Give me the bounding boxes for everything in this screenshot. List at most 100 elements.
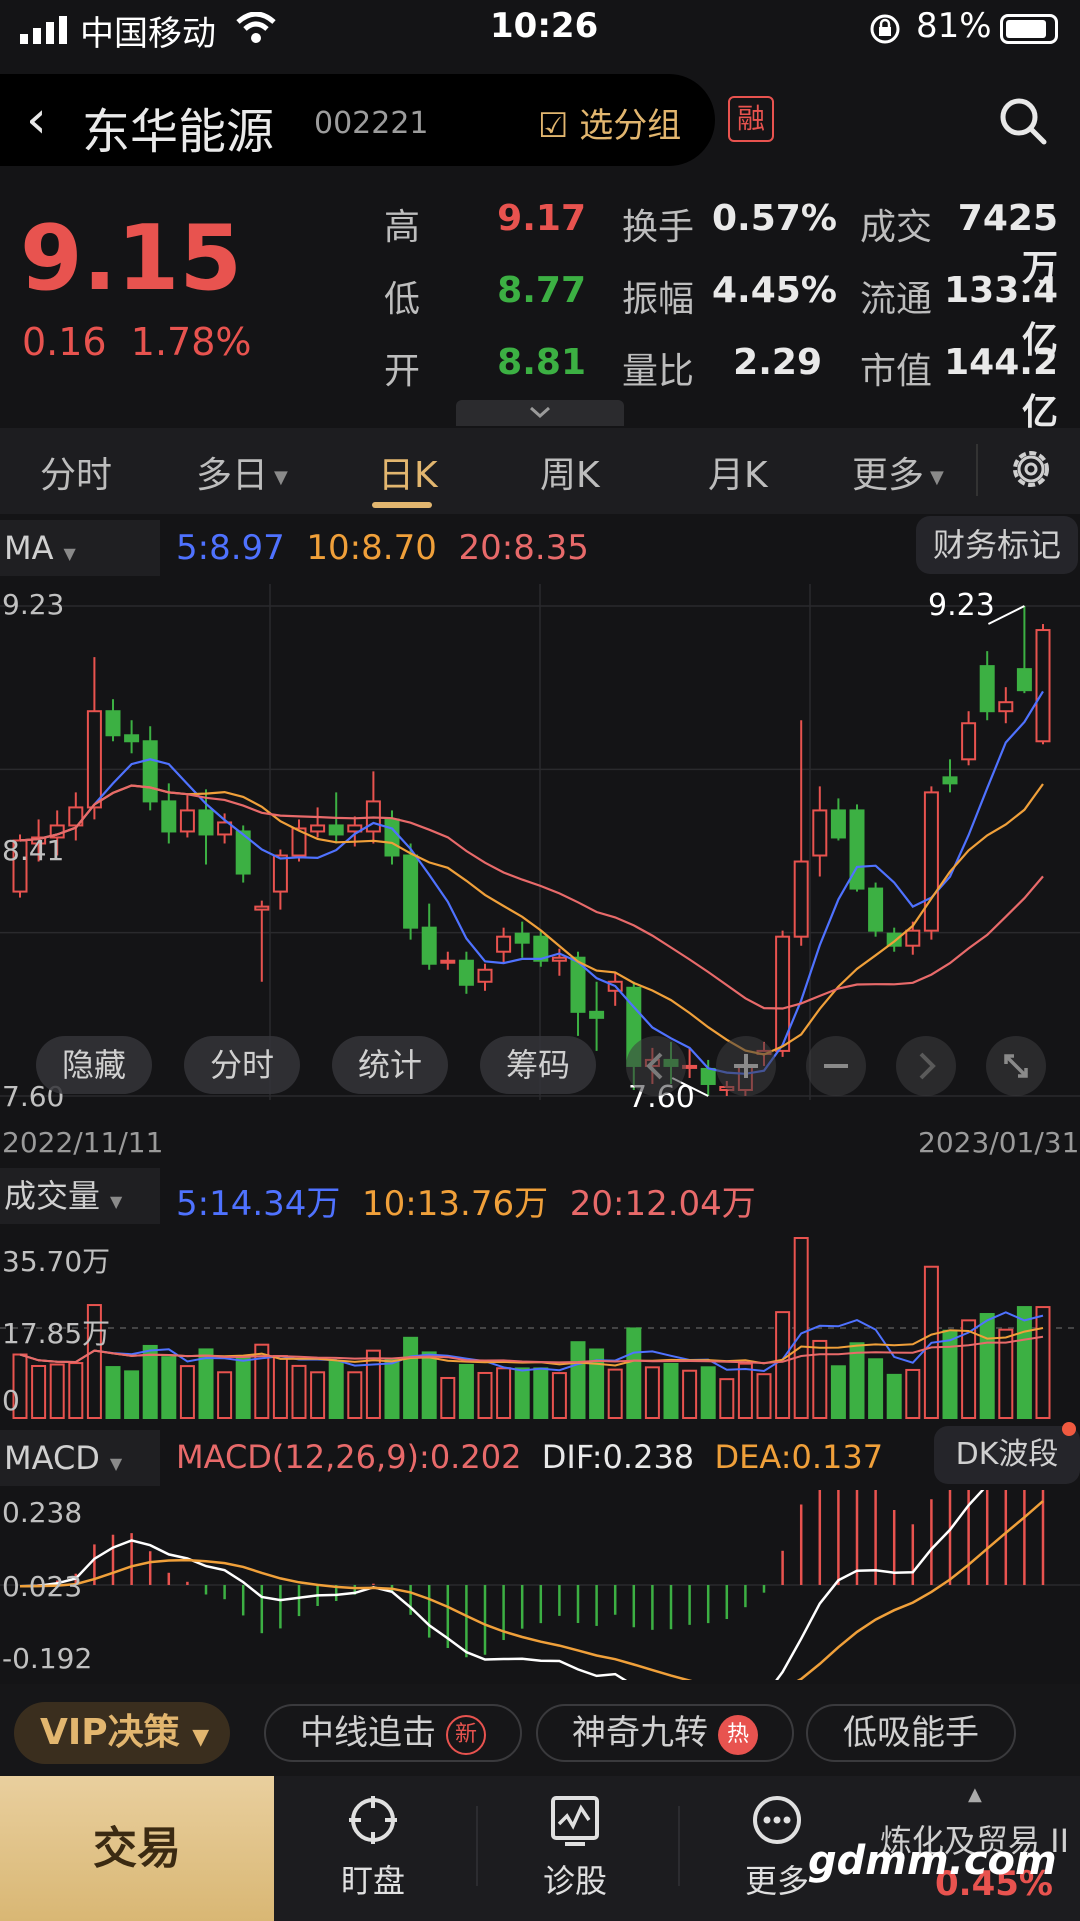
quote-value: 8.81: [497, 342, 586, 383]
trade-button[interactable]: 交易: [0, 1776, 274, 1921]
zoom-in-button[interactable]: [716, 1036, 776, 1096]
hot-badge: 热: [718, 1714, 758, 1755]
dea-line: [19, 1500, 1044, 1680]
candle: [570, 951, 586, 1036]
volume-bar: [793, 1237, 809, 1419]
candle: [961, 711, 977, 766]
candlestick-chart[interactable]: [0, 584, 1080, 1124]
vol-ma20-line: [19, 1335, 1044, 1365]
candle: [365, 771, 381, 844]
margin-trading-badge[interactable]: 融: [728, 96, 774, 142]
fullscreen-button[interactable]: [986, 1036, 1046, 1096]
quote-label: 量比: [622, 351, 695, 392]
volume-bar: [347, 1371, 363, 1419]
search-icon[interactable]: [998, 96, 1048, 146]
sector-ticker-name[interactable]: 炼化及贸易 II: [880, 1822, 1070, 1860]
candle: [979, 651, 995, 721]
sector-ticker-percent: 0.45%: [935, 1864, 1053, 1904]
volume-bar: [421, 1351, 437, 1419]
strategy-label: 神奇九转: [572, 1713, 708, 1753]
volume-axis-bottom: 0: [2, 1384, 20, 1417]
nav-more[interactable]: 更多: [702, 1776, 852, 1921]
dk-wave-button[interactable]: DK波段: [934, 1422, 1080, 1484]
candle: [477, 963, 493, 991]
chevron-down-icon: [530, 406, 550, 419]
change-percent: 1.78%: [130, 320, 252, 364]
strategy-item-1[interactable]: 神奇九转热: [536, 1704, 794, 1762]
candle: [793, 720, 809, 946]
volume-chart[interactable]: [0, 1228, 1080, 1424]
scroll-left-button[interactable]: [626, 1036, 686, 1096]
candle: [514, 921, 530, 958]
volume-legend: 5:14.34万 10:13.76万 20:12.04万: [176, 1176, 756, 1225]
volume-bar: [700, 1366, 716, 1419]
zoom-out-button[interactable]: [806, 1036, 866, 1096]
plus-icon: [734, 1054, 758, 1078]
overlay-button-0[interactable]: 隐藏: [36, 1036, 152, 1094]
macd-indicator-select[interactable]: MACD ▼: [0, 1430, 160, 1486]
dea-value: DEA:0.137: [714, 1438, 884, 1476]
nav-diagnose[interactable]: 诊股: [500, 1776, 650, 1921]
chevron-right-icon: [919, 1052, 936, 1080]
price-axis-top: 9.23: [2, 588, 65, 621]
macd-legend: MACD(12,26,9):0.202 DIF:0.238 DEA:0.137: [176, 1438, 883, 1476]
gear-icon[interactable]: [1006, 444, 1056, 494]
volume-bar: [830, 1365, 846, 1419]
candle: [775, 930, 791, 1057]
candle: [1035, 624, 1051, 745]
candle: [68, 792, 84, 841]
volume-bar: [49, 1363, 65, 1420]
macd-chart[interactable]: [0, 1490, 1080, 1680]
quote-value: 7425万: [957, 198, 1058, 289]
nav-watch[interactable]: 盯盘: [298, 1776, 448, 1921]
caret-up-icon[interactable]: ▲: [968, 1784, 982, 1805]
stock-code: 002221: [314, 106, 429, 141]
tab-4[interactable]: 月K: [708, 446, 768, 498]
quote-value: 4.45%: [712, 270, 837, 311]
vip-decision-button[interactable]: VIP决策 ▼: [14, 1702, 230, 1764]
overlay-button-1[interactable]: 分时: [184, 1036, 300, 1094]
carrier-label: 中国移动: [80, 14, 216, 54]
volume-bar: [886, 1373, 902, 1419]
kline-indicator-select[interactable]: MA ▼: [0, 520, 160, 576]
volume-axis-top: 35.70万: [2, 1245, 111, 1278]
volume-bar: [533, 1367, 549, 1420]
quote-label: 高: [384, 207, 421, 248]
select-group-label: 选分组: [579, 106, 682, 146]
ma5-line: [19, 690, 1044, 1075]
volume-bar: [979, 1313, 995, 1419]
ma-legend: 5:8.97 10:8.70 20:8.35: [176, 528, 589, 568]
select-group-button[interactable]: ☑ 选分组: [538, 98, 681, 147]
tab-2[interactable]: 日K: [378, 446, 438, 498]
quote-label: 换手: [622, 207, 695, 248]
volume-bar: [384, 1359, 400, 1419]
volume-indicator-select[interactable]: 成交量 ▼: [0, 1168, 160, 1224]
candle: [254, 900, 270, 982]
candle: [830, 798, 846, 841]
tab-label: 日K: [378, 455, 438, 496]
candle: [440, 951, 456, 970]
expand-quote-button[interactable]: [456, 400, 624, 426]
scroll-right-button[interactable]: [896, 1036, 956, 1096]
quote-label: 成交: [860, 207, 933, 248]
strategy-item-0[interactable]: 中线追击新: [264, 1704, 522, 1762]
caret-down-icon: ▼: [930, 466, 944, 488]
tab-5[interactable]: 更多 ▼: [852, 446, 944, 498]
volume-bar: [589, 1348, 605, 1419]
strategy-item-2[interactable]: 低吸能手: [806, 1704, 1016, 1762]
back-icon[interactable]: ‹: [26, 90, 47, 150]
overlay-button-2[interactable]: 统计: [332, 1036, 448, 1094]
quote-value: 144.2亿: [944, 342, 1058, 433]
volume-indicator-label: 成交量: [4, 1177, 101, 1215]
finance-mark-button[interactable]: 财务标记: [916, 516, 1078, 574]
vol-ma5-line: [19, 1311, 1044, 1373]
overlay-button-3[interactable]: 筹码: [480, 1036, 596, 1094]
stock-name: 东华能源: [82, 104, 275, 160]
candle: [942, 759, 958, 793]
tab-1[interactable]: 多日 ▼: [196, 446, 288, 498]
chart-monitor-icon: [551, 1796, 599, 1846]
caret-down-icon: ▼: [109, 1454, 123, 1473]
candle: [105, 699, 121, 742]
tab-0[interactable]: 分时: [40, 446, 112, 498]
tab-3[interactable]: 周K: [540, 446, 600, 498]
